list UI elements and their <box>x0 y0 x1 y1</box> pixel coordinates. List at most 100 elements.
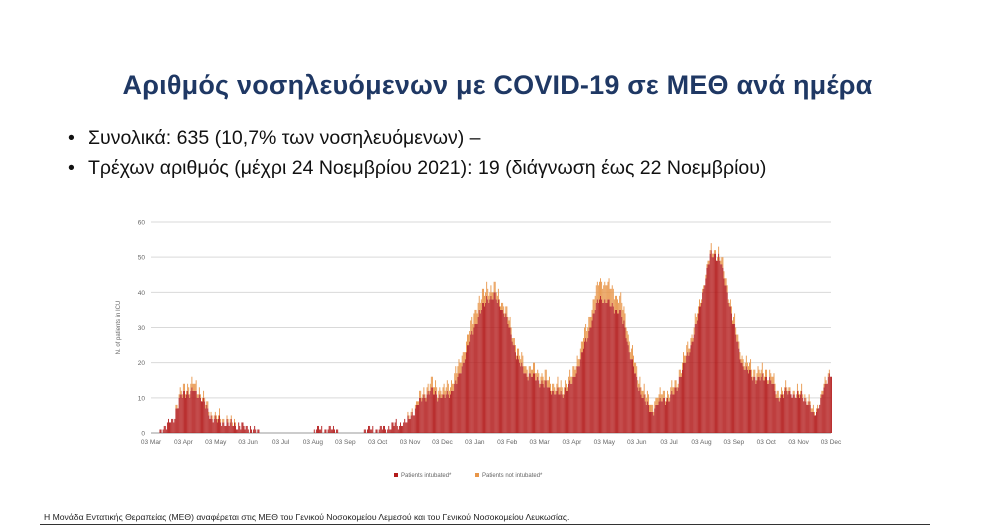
bar-not-intubated <box>674 380 676 388</box>
bar-not-intubated <box>619 295 621 310</box>
bar-not-intubated <box>824 376 826 384</box>
bullet-total: • Συνολικά: 635 (10,7% των νοσηλευόμενων)… <box>68 126 766 150</box>
bar-not-intubated <box>207 401 209 409</box>
bar-not-intubated <box>817 404 819 409</box>
bar-not-intubated <box>683 352 684 363</box>
bar-intubated <box>816 411 818 433</box>
bar-not-intubated <box>426 387 428 395</box>
bar-intubated <box>634 373 636 433</box>
bar-intubated <box>769 376 771 433</box>
bar-intubated <box>385 429 387 433</box>
bar-intubated <box>375 429 377 433</box>
bar-not-intubated <box>197 394 199 398</box>
bar-not-intubated <box>684 355 686 363</box>
bar-intubated <box>829 376 831 433</box>
bar-not-intubated <box>766 369 767 377</box>
bar-not-intubated <box>773 373 775 384</box>
bar-intubated <box>730 313 732 433</box>
bar-intubated <box>191 387 193 433</box>
bar-not-intubated <box>541 373 543 381</box>
bar-not-intubated <box>759 373 761 381</box>
x-tick-label: 03 Jun <box>238 439 258 446</box>
bar-not-intubated <box>667 390 669 398</box>
bar-intubated <box>666 401 667 433</box>
bar-not-intubated <box>502 302 504 310</box>
bar-intubated <box>444 397 446 433</box>
bar-not-intubated <box>734 313 736 324</box>
bar-not-intubated <box>788 387 790 391</box>
bar-intubated <box>507 323 509 433</box>
bar-intubated <box>408 418 410 433</box>
bar-intubated <box>706 267 708 433</box>
bar-intubated <box>436 394 438 433</box>
icu-chart: 0 10 20 30 40 50 60 N. of patients in ICU 03 Mar… <box>116 220 842 480</box>
bar-not-intubated <box>567 387 568 391</box>
y-tick-label: 50 <box>138 255 146 262</box>
bar-not-intubated <box>800 390 802 395</box>
bar-not-intubated <box>749 362 750 370</box>
bar-not-intubated <box>669 397 671 402</box>
bar-intubated <box>636 376 638 433</box>
bar-intubated <box>763 380 765 433</box>
bar-not-intubated <box>507 316 509 324</box>
bar-intubated <box>180 394 182 433</box>
bar-not-intubated <box>653 411 655 416</box>
bar-intubated <box>212 422 214 433</box>
bar-intubated <box>411 411 413 433</box>
bar-intubated <box>454 383 456 433</box>
bar-intubated <box>682 369 683 433</box>
bar-not-intubated <box>740 359 742 363</box>
x-tick-label: 03 Apr <box>563 439 583 446</box>
bar-intubated <box>516 359 517 433</box>
bar-not-intubated <box>632 345 633 360</box>
bar-not-intubated <box>645 397 647 405</box>
bar-intubated <box>697 313 699 433</box>
bar-not-intubated <box>533 362 534 374</box>
bar-not-intubated <box>536 373 538 381</box>
bar-not-intubated <box>760 369 762 377</box>
bar-not-intubated <box>498 299 500 307</box>
bar-intubated <box>254 425 256 433</box>
bar-not-intubated <box>778 397 780 402</box>
bar-intubated <box>644 401 646 433</box>
bar-not-intubated <box>637 380 639 388</box>
bar-not-intubated <box>455 366 457 381</box>
bar-not-intubated <box>222 418 224 423</box>
bar-not-intubated <box>518 348 520 360</box>
bar-not-intubated <box>523 366 525 374</box>
bar-not-intubated <box>472 323 474 335</box>
bar-not-intubated <box>695 316 697 324</box>
bar-intubated <box>651 411 653 433</box>
bar-intubated <box>786 390 788 433</box>
bar-not-intubated <box>235 422 236 426</box>
bar-intubated <box>684 362 686 433</box>
bar-not-intubated <box>202 397 203 402</box>
bar-intubated <box>196 397 198 433</box>
bar-intubated <box>818 408 820 433</box>
bar-intubated <box>723 278 725 433</box>
bar-not-intubated <box>576 355 578 367</box>
bar-not-intubated <box>697 306 699 314</box>
bar-intubated <box>235 425 236 433</box>
bar-not-intubated <box>474 309 476 324</box>
bar-intubated <box>752 380 754 433</box>
bar-not-intubated <box>511 338 513 342</box>
bar-intubated <box>699 306 700 433</box>
bar-intubated <box>711 257 713 433</box>
bar-not-intubated <box>486 281 488 296</box>
bar-not-intubated <box>737 334 739 342</box>
x-tick-label: 03 Mar <box>529 439 550 446</box>
bar-intubated <box>823 387 825 433</box>
bar-intubated <box>194 390 196 433</box>
bar-not-intubated <box>658 394 660 402</box>
y-tick-label: 20 <box>138 360 146 367</box>
bar-intubated <box>574 376 576 433</box>
bar-intubated <box>721 264 723 433</box>
bar-intubated <box>590 327 592 433</box>
bar-intubated <box>620 309 622 433</box>
bar-intubated <box>440 397 442 433</box>
bar-not-intubated <box>427 383 429 391</box>
bar-intubated <box>177 408 179 433</box>
bar-intubated <box>649 411 650 433</box>
bar-not-intubated <box>529 366 531 374</box>
